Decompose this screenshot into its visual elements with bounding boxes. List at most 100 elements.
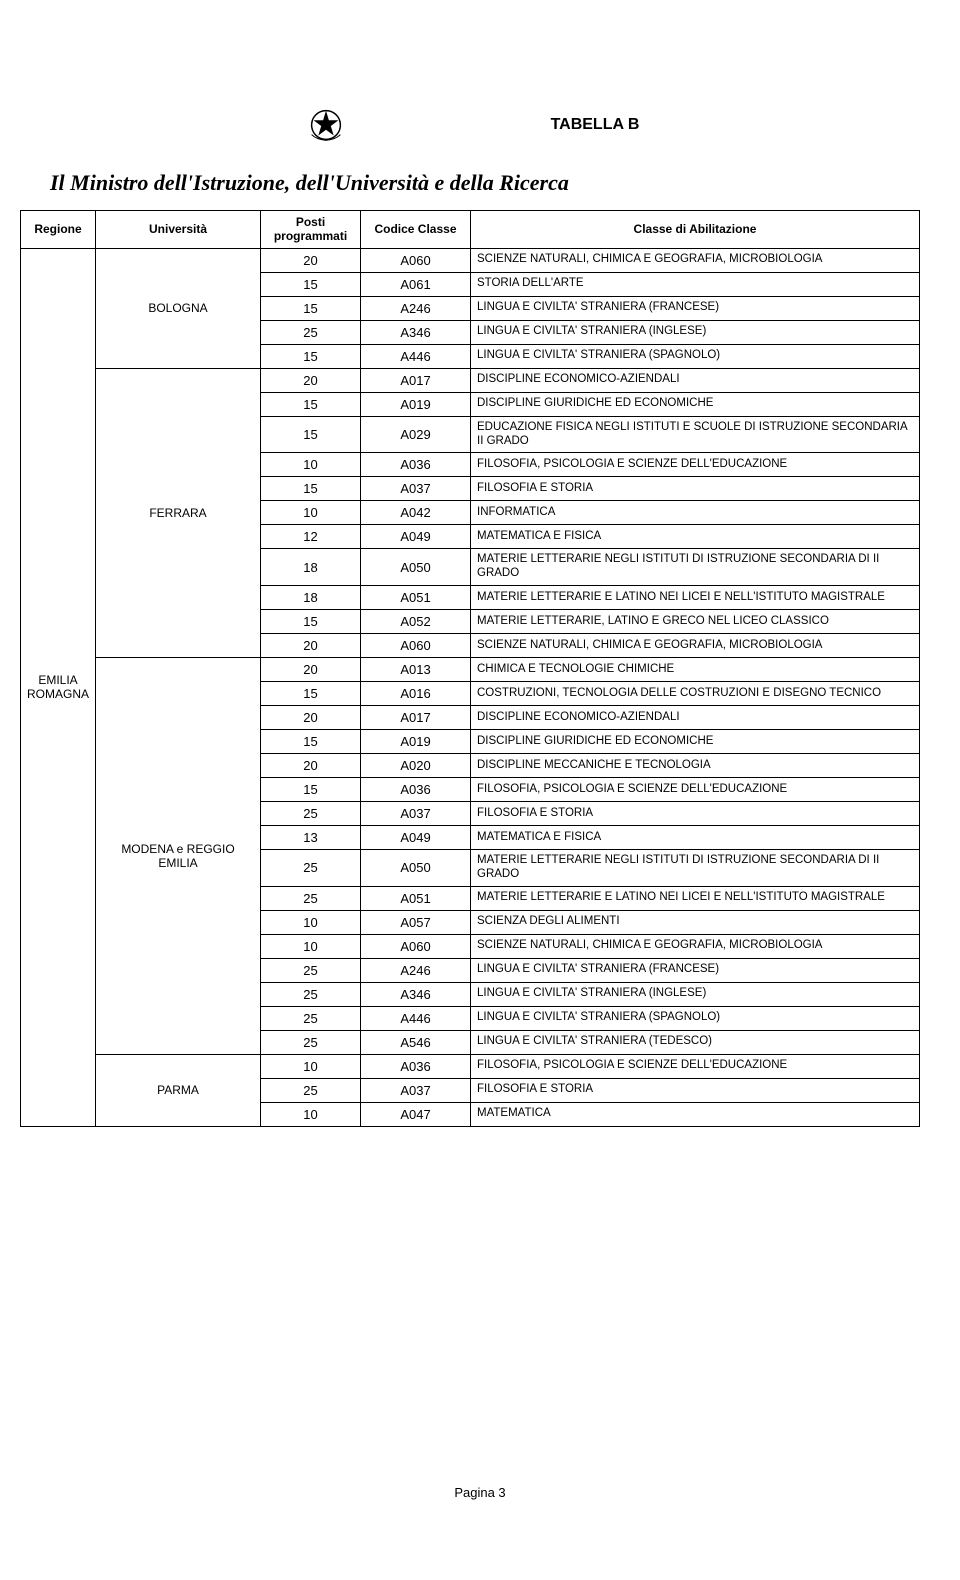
col-universita: Università <box>96 211 261 249</box>
cell-codice: A446 <box>361 344 471 368</box>
cell-classe: SCIENZE NATURALI, CHIMICA E GEOGRAFIA, M… <box>471 248 920 272</box>
cell-universita: PARMA <box>96 1054 261 1126</box>
cell-codice: A020 <box>361 753 471 777</box>
cell-posti: 15 <box>261 609 361 633</box>
cell-posti: 25 <box>261 320 361 344</box>
cell-posti: 25 <box>261 849 361 886</box>
page: TABELLA B Il Ministro dell'Istruzione, d… <box>0 0 960 1580</box>
cell-posti: 13 <box>261 825 361 849</box>
cell-codice: A061 <box>361 272 471 296</box>
table-body: EMILIA ROMAGNABOLOGNA20A060SCIENZE NATUR… <box>21 248 920 1126</box>
cell-codice: A346 <box>361 982 471 1006</box>
cell-codice: A060 <box>361 934 471 958</box>
col-codice: Codice Classe <box>361 211 471 249</box>
cell-universita: BOLOGNA <box>96 248 261 368</box>
cell-codice: A047 <box>361 1102 471 1126</box>
cell-posti: 20 <box>261 633 361 657</box>
cell-classe: DISCIPLINE ECONOMICO-AZIENDALI <box>471 705 920 729</box>
cell-classe: DISCIPLINE ECONOMICO-AZIENDALI <box>471 368 920 392</box>
cell-classe: STORIA DELL'ARTE <box>471 272 920 296</box>
emblem-icon <box>301 100 351 150</box>
col-classe: Classe di Abilitazione <box>471 211 920 249</box>
cell-classe: MATERIE LETTERARIE NEGLI ISTITUTI DI IST… <box>471 549 920 586</box>
header-row: TABELLA B <box>20 100 920 150</box>
cell-posti: 25 <box>261 958 361 982</box>
cell-universita: MODENA e REGGIO EMILIA <box>96 657 261 1054</box>
cell-classe: LINGUA E CIVILTA' STRANIERA (INGLESE) <box>471 982 920 1006</box>
cell-posti: 25 <box>261 886 361 910</box>
cell-posti: 20 <box>261 248 361 272</box>
cell-regione: EMILIA ROMAGNA <box>21 248 96 1126</box>
cell-codice: A049 <box>361 825 471 849</box>
cell-codice: A052 <box>361 609 471 633</box>
cell-posti: 10 <box>261 1102 361 1126</box>
cell-classe: FILOSOFIA E STORIA <box>471 477 920 501</box>
cell-codice: A036 <box>361 453 471 477</box>
cell-classe: EDUCAZIONE FISICA NEGLI ISTITUTI E SCUOL… <box>471 416 920 453</box>
cell-classe: MATERIE LETTERARIE E LATINO NEI LICEI E … <box>471 585 920 609</box>
cell-posti: 10 <box>261 453 361 477</box>
cell-classe: MATEMATICA E FISICA <box>471 525 920 549</box>
cell-classe: LINGUA E CIVILTA' STRANIERA (FRANCESE) <box>471 958 920 982</box>
cell-posti: 25 <box>261 801 361 825</box>
cell-classe: DISCIPLINE GIURIDICHE ED ECONOMICHE <box>471 392 920 416</box>
cell-posti: 15 <box>261 272 361 296</box>
table-head: Regione Università Posti programmati Cod… <box>21 211 920 249</box>
cell-codice: A036 <box>361 777 471 801</box>
cell-classe: MATEMATICA <box>471 1102 920 1126</box>
cell-classe: LINGUA E CIVILTA' STRANIERA (SPAGNOLO) <box>471 1006 920 1030</box>
cell-posti: 10 <box>261 910 361 934</box>
cell-classe: MATERIE LETTERARIE NEGLI ISTITUTI DI IST… <box>471 849 920 886</box>
cell-codice: A042 <box>361 501 471 525</box>
cell-posti: 12 <box>261 525 361 549</box>
cell-classe: SCIENZE NATURALI, CHIMICA E GEOGRAFIA, M… <box>471 633 920 657</box>
table-row: MODENA e REGGIO EMILIA20A013CHIMICA E TE… <box>21 657 920 681</box>
cell-posti: 15 <box>261 477 361 501</box>
cell-codice: A446 <box>361 1006 471 1030</box>
cell-codice: A013 <box>361 657 471 681</box>
cell-posti: 15 <box>261 777 361 801</box>
cell-posti: 20 <box>261 705 361 729</box>
col-posti: Posti programmati <box>261 211 361 249</box>
cell-codice: A060 <box>361 248 471 272</box>
cell-classe: FILOSOFIA E STORIA <box>471 801 920 825</box>
cell-codice: A017 <box>361 705 471 729</box>
table-row: PARMA10A036FILOSOFIA, PSICOLOGIA E SCIEN… <box>21 1054 920 1078</box>
cell-codice: A057 <box>361 910 471 934</box>
cell-codice: A060 <box>361 633 471 657</box>
cell-classe: FILOSOFIA E STORIA <box>471 1078 920 1102</box>
cell-posti: 15 <box>261 416 361 453</box>
cell-classe: FILOSOFIA, PSICOLOGIA E SCIENZE DELL'EDU… <box>471 1054 920 1078</box>
cell-classe: LINGUA E CIVILTA' STRANIERA (INGLESE) <box>471 320 920 344</box>
cell-codice: A049 <box>361 525 471 549</box>
cell-posti: 25 <box>261 982 361 1006</box>
cell-codice: A050 <box>361 549 471 586</box>
cell-codice: A050 <box>361 849 471 886</box>
cell-codice: A051 <box>361 585 471 609</box>
main-table: Regione Università Posti programmati Cod… <box>20 210 920 1127</box>
cell-posti: 15 <box>261 392 361 416</box>
cell-codice: A016 <box>361 681 471 705</box>
cell-classe: FILOSOFIA, PSICOLOGIA E SCIENZE DELL'EDU… <box>471 453 920 477</box>
cell-posti: 15 <box>261 729 361 753</box>
cell-codice: A036 <box>361 1054 471 1078</box>
table-row: FERRARA20A017DISCIPLINE ECONOMICO-AZIEND… <box>21 368 920 392</box>
header-row: Regione Università Posti programmati Cod… <box>21 211 920 249</box>
cell-posti: 18 <box>261 549 361 586</box>
cell-classe: DISCIPLINE MECCANICHE E TECNOLOGIA <box>471 753 920 777</box>
cell-posti: 25 <box>261 1006 361 1030</box>
cell-codice: A017 <box>361 368 471 392</box>
cell-codice: A037 <box>361 477 471 501</box>
cell-classe: MATERIE LETTERARIE E LATINO NEI LICEI E … <box>471 886 920 910</box>
cell-posti: 10 <box>261 1054 361 1078</box>
cell-posti: 25 <box>261 1078 361 1102</box>
cell-posti: 18 <box>261 585 361 609</box>
cell-codice: A346 <box>361 320 471 344</box>
cell-posti: 25 <box>261 1030 361 1054</box>
cell-posti: 20 <box>261 368 361 392</box>
cell-codice: A037 <box>361 801 471 825</box>
cell-classe: LINGUA E CIVILTA' STRANIERA (FRANCESE) <box>471 296 920 320</box>
cell-posti: 20 <box>261 657 361 681</box>
cell-codice: A246 <box>361 296 471 320</box>
cell-classe: LINGUA E CIVILTA' STRANIERA (SPAGNOLO) <box>471 344 920 368</box>
